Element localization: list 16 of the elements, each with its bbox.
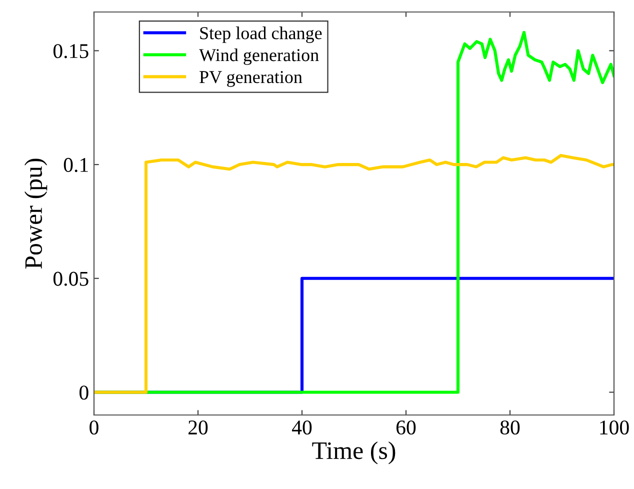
y-tick-label: 0.05 xyxy=(53,272,88,286)
legend-label: Step load change xyxy=(200,26,322,43)
y-tick-label: 0.1 xyxy=(64,158,88,172)
y-tick-label: 0 xyxy=(80,386,88,400)
x-tick-label: 60 xyxy=(396,420,416,435)
x-axis-title: Time (s) xyxy=(312,442,396,464)
x-tick-label: 20 xyxy=(188,420,208,435)
y-tick-label: 0.15 xyxy=(53,44,88,58)
x-tick-label: 0 xyxy=(90,420,98,435)
x-tick-label: 80 xyxy=(500,420,520,435)
x-tick-label: 100 xyxy=(600,420,629,435)
legend-label: PV generation xyxy=(200,71,302,87)
y-axis-title: Power (pu) xyxy=(24,158,48,269)
x-tick-label: 40 xyxy=(292,420,312,435)
legend-label: Wind generation xyxy=(199,48,319,65)
line-series xyxy=(94,154,614,394)
